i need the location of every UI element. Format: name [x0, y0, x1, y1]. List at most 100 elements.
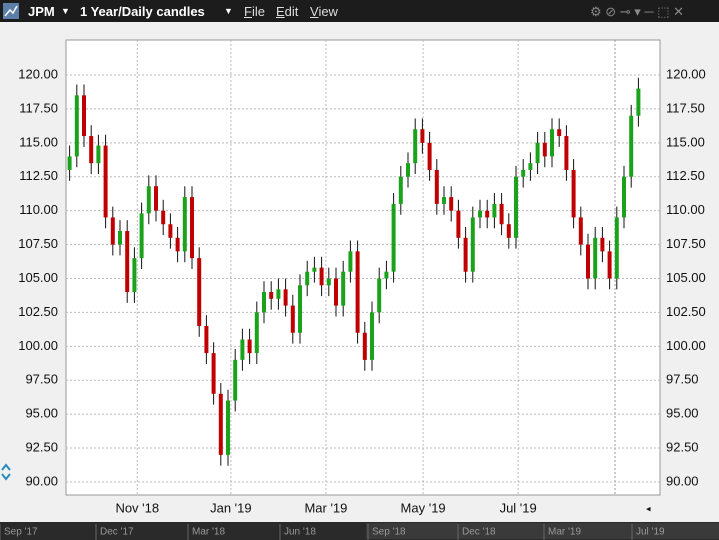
y-tick-label: 115.00 — [19, 134, 58, 149]
navigator-label: Sep '18 — [372, 527, 406, 538]
candle-body — [485, 210, 490, 218]
candle-body — [204, 325, 209, 354]
y-tick-label: 120.00 — [18, 66, 58, 81]
y-tick-label-right: 117.50 — [666, 100, 705, 115]
navigator-label: Jun '18 — [284, 527, 316, 538]
y-tick-label: 97.50 — [25, 372, 58, 387]
dropdown-arrow[interactable]: ▼ — [61, 6, 70, 16]
menu-item[interactable]: Edit — [276, 4, 299, 19]
dropdown-arrow[interactable]: ▼ — [224, 6, 233, 16]
candle-body — [110, 217, 115, 245]
candle-body — [334, 278, 338, 306]
candle-body — [571, 169, 576, 218]
candle-body — [622, 176, 626, 218]
candle-body — [190, 197, 194, 259]
candle-body — [139, 213, 144, 259]
candle-body — [125, 231, 130, 293]
candle-body — [370, 312, 374, 360]
scroll-marker[interactable]: ◂ — [646, 503, 651, 513]
candle-body — [276, 289, 281, 299]
candle-body — [514, 176, 518, 238]
candle-body — [528, 163, 533, 170]
candle-body — [175, 237, 180, 252]
y-tick-label-right: 92.50 — [666, 439, 699, 454]
menu-item[interactable]: View — [310, 4, 338, 19]
candle-body — [182, 197, 187, 252]
candle-body — [326, 278, 331, 286]
candle-body — [636, 88, 641, 116]
candle-body — [283, 289, 288, 306]
chart: ◂ 90.00 90.00 92.50 92.50 95.00 95.00 97.50 97.… — [0, 39, 719, 540]
candle-body — [391, 203, 396, 272]
candle-body — [298, 285, 302, 333]
y-tick-label: 110.00 — [19, 202, 58, 217]
app-icon — [3, 3, 19, 19]
y-tick-label-right: 100.00 — [666, 338, 706, 353]
candle-body — [82, 95, 86, 137]
candle-body — [478, 210, 482, 218]
plot-area — [65, 39, 661, 496]
candle-body — [420, 129, 425, 143]
candle-body — [362, 332, 367, 360]
candle-body — [355, 251, 360, 333]
candle-body — [506, 224, 511, 238]
candle-body — [406, 163, 410, 177]
y-tick-label-right: 107.50 — [666, 236, 706, 251]
symbol[interactable]: JPM — [28, 4, 55, 19]
candle-body — [614, 217, 619, 279]
y-tick-label-right: 97.50 — [666, 372, 699, 387]
y-tick-label-right: 90.00 — [666, 473, 699, 488]
candle-body — [154, 186, 158, 211]
y-tick-label: 117.50 — [19, 100, 58, 115]
menu-item[interactable]: File — [244, 4, 265, 19]
navigator-label: Sep '17 — [4, 527, 38, 538]
navigator-label: Mar '18 — [192, 527, 225, 538]
zoom-icon[interactable] — [1, 463, 11, 481]
candle-body — [377, 278, 382, 313]
candle-body — [233, 359, 238, 401]
x-tick-label: Nov '18 — [115, 500, 159, 515]
candle-body — [607, 251, 612, 279]
candle-body — [463, 237, 468, 272]
candle-body — [168, 224, 173, 238]
candle-body — [67, 156, 72, 170]
candle-body — [269, 292, 274, 299]
window-controls[interactable]: ⚙ ⊘ ⊸ ▾ ─ ⬚ ✕ — [590, 4, 685, 19]
x-tick-label: Jan '19 — [210, 500, 252, 515]
candle-body — [218, 393, 223, 455]
candle-body — [146, 186, 151, 214]
x-tick-label: May '19 — [401, 500, 446, 515]
candle-body — [319, 267, 324, 286]
candle-body — [499, 203, 504, 225]
navigator-label: Mar '19 — [548, 527, 581, 538]
candle-body — [226, 400, 230, 455]
y-tick-label-right: 120.00 — [666, 66, 706, 81]
candle-body — [550, 129, 554, 157]
navigator-label: Jul '19 — [636, 527, 665, 538]
y-tick-label: 92.50 — [25, 439, 58, 454]
period[interactable]: 1 Year/Daily candles — [80, 4, 205, 19]
candle-body — [161, 210, 166, 225]
candle-body — [384, 271, 389, 279]
candle-body — [312, 267, 317, 272]
y-tick-label: 112.50 — [19, 168, 58, 183]
y-tick-label-right: 102.50 — [666, 304, 706, 319]
candle-body — [118, 231, 122, 245]
candle-body — [492, 203, 497, 218]
y-tick-label-right: 112.50 — [666, 168, 705, 183]
candle-body — [240, 339, 245, 360]
y-tick-label: 105.00 — [18, 270, 58, 285]
y-tick-label-right: 95.00 — [666, 406, 699, 421]
y-tick-label: 90.00 — [25, 473, 58, 488]
candle-body — [427, 142, 432, 170]
candle-body — [456, 210, 461, 238]
candle-body — [586, 244, 590, 279]
candle-body — [449, 197, 454, 211]
navigator-window[interactable] — [366, 523, 719, 539]
y-tick-label-right: 115.00 — [666, 134, 705, 149]
candle-body — [305, 271, 310, 286]
candle-body — [521, 169, 526, 177]
candle-body — [341, 271, 346, 306]
navigator-label: Dec '18 — [462, 527, 496, 538]
